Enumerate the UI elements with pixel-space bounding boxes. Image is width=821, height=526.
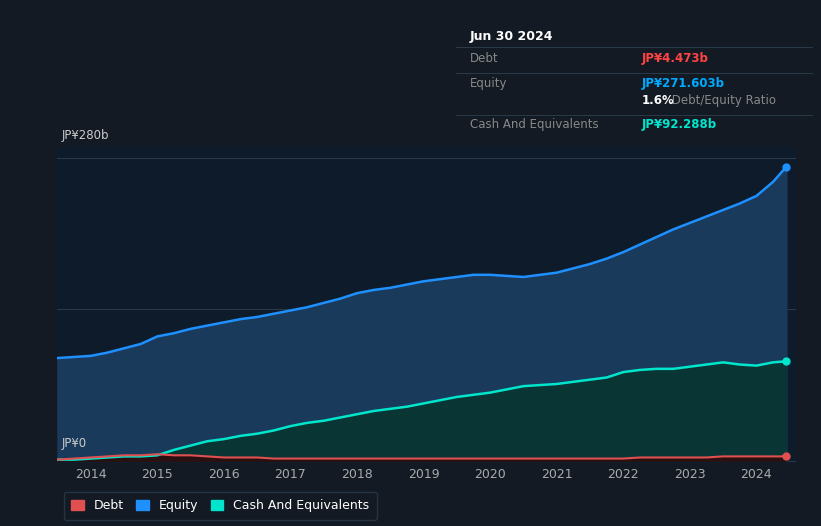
Legend: Debt, Equity, Cash And Equivalents: Debt, Equity, Cash And Equivalents — [64, 492, 377, 520]
Text: Equity: Equity — [470, 77, 507, 90]
Text: JP¥280b: JP¥280b — [62, 129, 109, 142]
Text: 1.6%: 1.6% — [641, 95, 674, 107]
Text: Debt: Debt — [470, 52, 498, 65]
Text: JP¥0: JP¥0 — [62, 437, 87, 450]
Text: Cash And Equivalents: Cash And Equivalents — [470, 118, 599, 131]
Text: Jun 30 2024: Jun 30 2024 — [470, 30, 553, 43]
Text: JP¥4.473b: JP¥4.473b — [641, 52, 709, 65]
Text: JP¥271.603b: JP¥271.603b — [641, 77, 724, 90]
Text: Debt/Equity Ratio: Debt/Equity Ratio — [668, 95, 776, 107]
Text: JP¥92.288b: JP¥92.288b — [641, 118, 717, 131]
